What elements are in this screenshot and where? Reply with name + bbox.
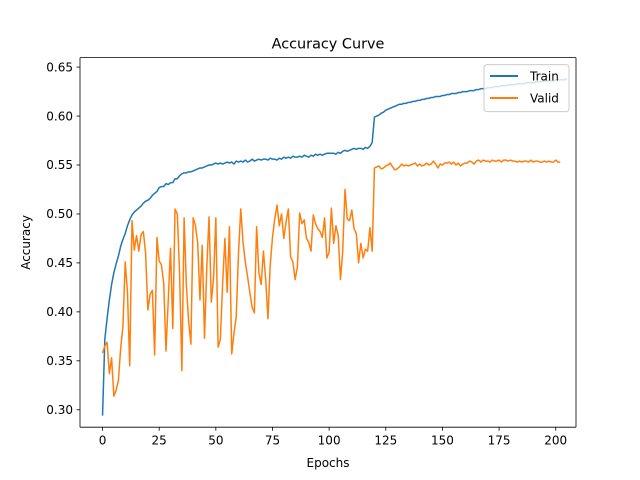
x-tick-label: 100	[318, 434, 341, 448]
series-line-valid	[101, 159, 561, 397]
y-tick-label: 0.30	[46, 403, 73, 417]
y-tick-label: 0.65	[46, 60, 73, 74]
y-axis-ticks: 0.30 0.35 0.40 0.45 0.50 0.55 0.60 0.65	[46, 60, 80, 417]
x-tick-label: 150	[431, 434, 454, 448]
y-tick-label: 0.45	[46, 256, 73, 270]
x-tick-label: 0	[99, 434, 107, 448]
y-tick-label: 0.40	[46, 305, 73, 319]
y-tick-label: 0.35	[46, 354, 73, 368]
x-tick-label: 125	[374, 434, 397, 448]
legend-label-train: Train	[529, 70, 559, 84]
y-tick-label: 0.55	[46, 158, 73, 172]
axes-spines	[79, 57, 577, 428]
axes-background	[80, 57, 576, 428]
plot-area: 0 25 50 75 100 125 150 175 200 0.300.350.400.450…	[46, 57, 577, 448]
y-axis-title: Accuracy	[19, 215, 33, 270]
x-tick-label: 75	[265, 434, 280, 448]
legend-label-valid: Valid	[530, 92, 559, 106]
x-tick-label: 175	[488, 434, 511, 448]
y-tick-label: 0.50	[46, 207, 73, 221]
x-axis-ticks: 0 25 50 75 100 125 150 175 200	[99, 427, 567, 448]
x-tick-label: 25	[152, 434, 167, 448]
x-tick-label: 50	[208, 434, 223, 448]
chart-title: Accuracy Curve	[272, 37, 385, 53]
y-tick-label: 0.60	[46, 109, 73, 123]
x-tick-label: 200	[544, 434, 567, 448]
legend: Train Valid	[483, 64, 570, 113]
x-axis-title: Epochs	[307, 456, 350, 470]
